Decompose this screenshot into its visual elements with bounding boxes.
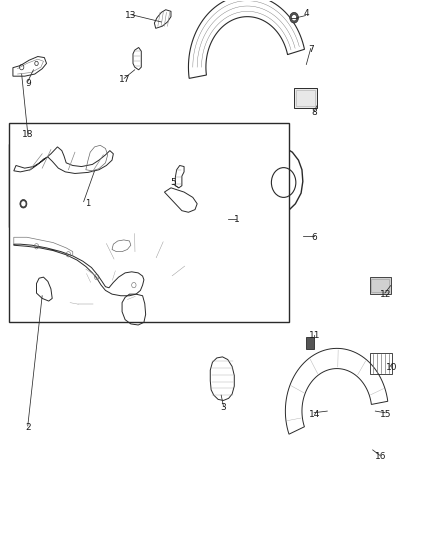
Circle shape [21,201,25,206]
Text: 10: 10 [386,363,397,372]
Text: 7: 7 [308,45,314,54]
Text: 17: 17 [119,75,130,84]
Text: 14: 14 [308,410,320,419]
Bar [10,123,289,322]
Bar [306,337,314,349]
Bar [294,88,317,108]
Circle shape [291,14,297,21]
Text: 3: 3 [220,403,226,412]
Bar [155,144,241,227]
Bar [370,277,391,294]
Bar [371,279,389,292]
Text: 4: 4 [304,10,309,19]
Text: 2: 2 [25,423,31,432]
Bar [296,90,315,106]
Circle shape [290,12,298,23]
Text: 5: 5 [170,178,176,187]
Text: 11: 11 [309,331,321,340]
Text: 8: 8 [311,108,317,117]
Text: 12: 12 [380,290,392,299]
Bar [10,144,134,227]
Text: 6: 6 [311,233,317,242]
Text: 1: 1 [85,199,91,208]
Text: 15: 15 [380,410,392,419]
Bar [370,353,392,374]
Text: 18: 18 [22,130,34,139]
Text: 9: 9 [25,78,31,87]
Text: 16: 16 [375,453,386,462]
Text: 1: 1 [233,215,239,224]
Circle shape [20,199,27,208]
Text: 13: 13 [125,11,137,20]
